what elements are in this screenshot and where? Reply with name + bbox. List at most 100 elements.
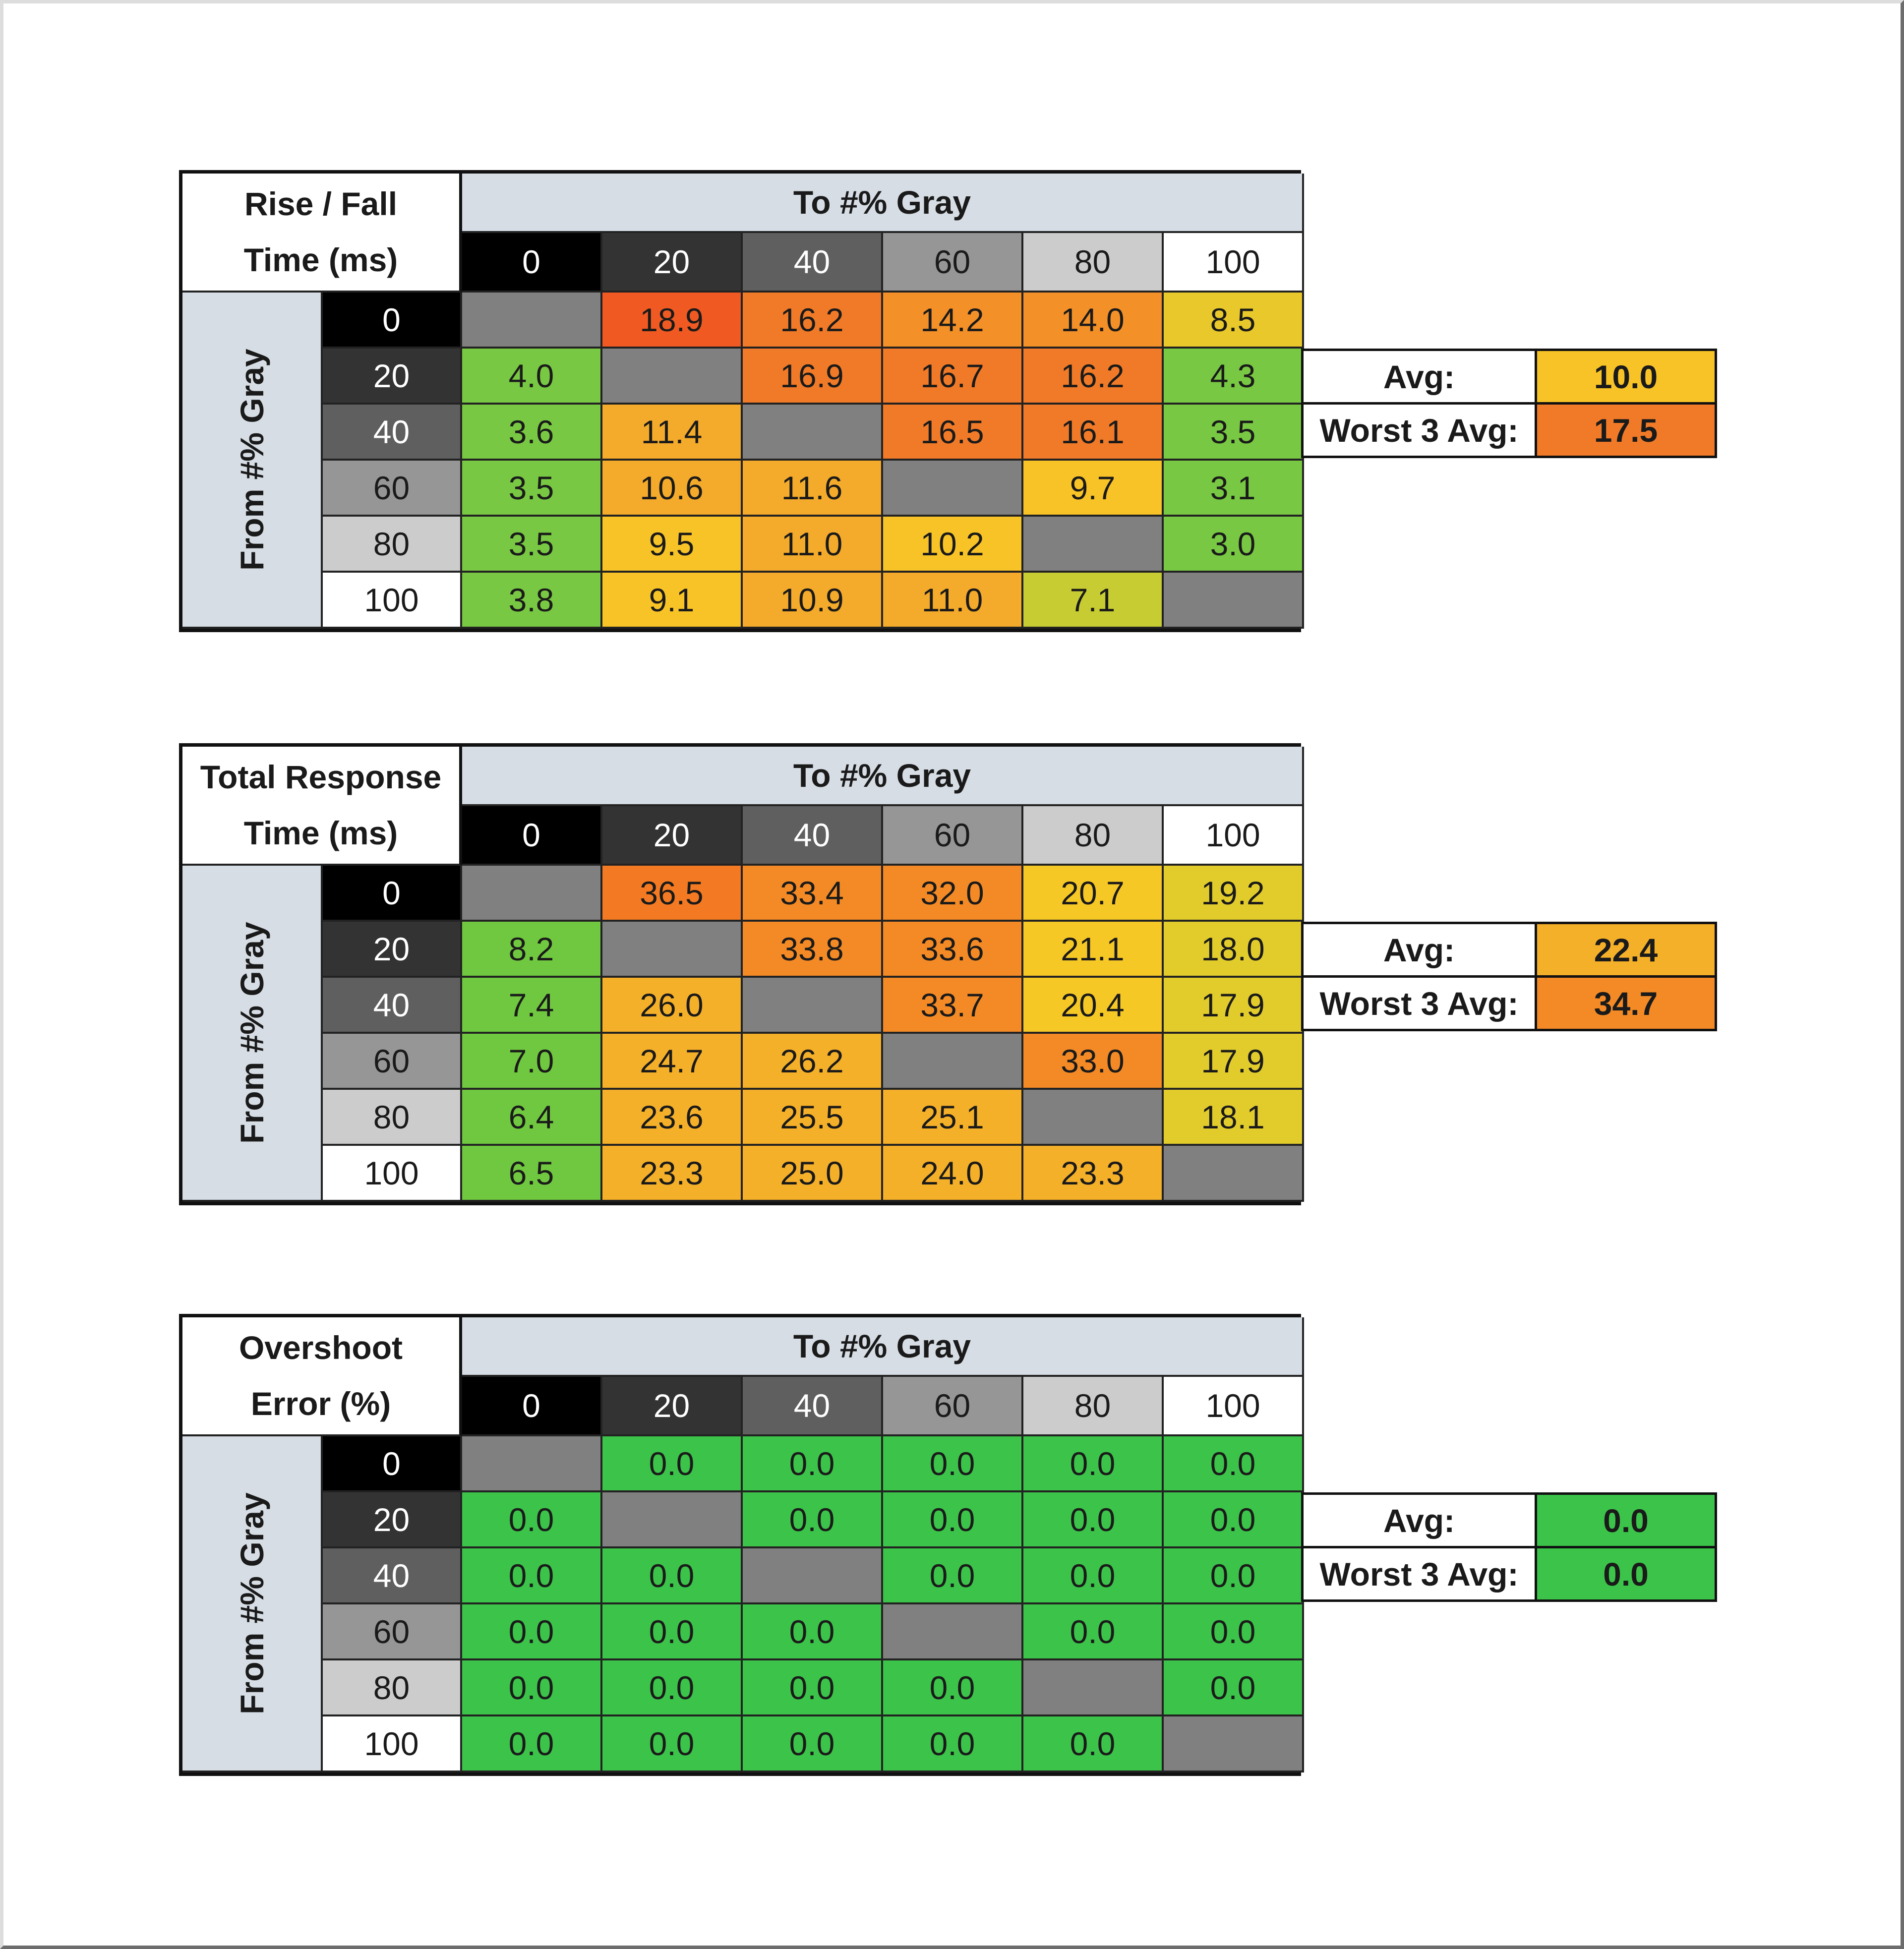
column-level-20: 20 bbox=[602, 1377, 743, 1436]
title-line-2: Error (%) bbox=[250, 1385, 391, 1422]
data-cell: 0.0 bbox=[883, 1492, 1023, 1548]
diagonal-cell bbox=[883, 1604, 1023, 1660]
avg-value: 22.4 bbox=[1535, 922, 1717, 978]
data-cell: 9.5 bbox=[602, 517, 743, 573]
data-cell: 0.0 bbox=[743, 1716, 883, 1772]
row-level-40: 40 bbox=[323, 405, 462, 461]
data-cell: 17.9 bbox=[1164, 978, 1304, 1034]
data-cell: 10.9 bbox=[743, 573, 883, 629]
column-level-0: 0 bbox=[462, 806, 602, 866]
diagonal-cell bbox=[462, 1436, 602, 1492]
data-cell: 0.0 bbox=[1164, 1492, 1304, 1548]
row-header-label: From #% Gray bbox=[233, 922, 270, 1144]
diagonal-cell bbox=[883, 461, 1023, 517]
worst3-value: 17.5 bbox=[1535, 402, 1717, 458]
avg-label: Avg: bbox=[1301, 922, 1537, 978]
data-cell: 3.0 bbox=[1164, 517, 1304, 573]
data-cell: 33.7 bbox=[883, 978, 1023, 1034]
row-level-80: 80 bbox=[323, 1090, 462, 1146]
column-level-80: 80 bbox=[1023, 233, 1164, 293]
diagonal-cell bbox=[462, 866, 602, 922]
column-level-80: 80 bbox=[1023, 806, 1164, 866]
data-cell: 3.6 bbox=[462, 405, 602, 461]
row-level-40: 40 bbox=[323, 1548, 462, 1604]
diagonal-cell bbox=[1023, 1660, 1164, 1716]
title-line-1: Rise / Fall bbox=[244, 185, 398, 222]
column-level-80: 80 bbox=[1023, 1377, 1164, 1436]
data-cell: 0.0 bbox=[883, 1436, 1023, 1492]
row-level-60: 60 bbox=[323, 461, 462, 517]
data-cell: 0.0 bbox=[1023, 1436, 1164, 1492]
data-cell: 3.5 bbox=[462, 461, 602, 517]
data-cell: 32.0 bbox=[883, 866, 1023, 922]
column-header: To #% Gray bbox=[462, 1317, 1304, 1377]
column-level-40: 40 bbox=[743, 806, 883, 866]
data-cell: 6.4 bbox=[462, 1090, 602, 1146]
column-header: To #% Gray bbox=[462, 174, 1304, 233]
diagonal-cell bbox=[1164, 573, 1304, 629]
data-cell: 11.4 bbox=[602, 405, 743, 461]
column-level-100: 100 bbox=[1164, 806, 1304, 866]
response-table: Overshoot Error (%) To #% Gray 0 20 40 60 80 100… bbox=[179, 1314, 1304, 1776]
diagonal-cell bbox=[1023, 1090, 1164, 1146]
data-cell: 20.7 bbox=[1023, 866, 1164, 922]
data-cell: 24.7 bbox=[602, 1034, 743, 1090]
worst3-label: Worst 3 Avg: bbox=[1301, 1546, 1537, 1602]
column-level-0: 0 bbox=[462, 233, 602, 293]
column-level-100: 100 bbox=[1164, 233, 1304, 293]
data-cell: 23.3 bbox=[1023, 1146, 1164, 1202]
data-cell: 4.0 bbox=[462, 349, 602, 405]
row-level-0: 0 bbox=[323, 866, 462, 922]
data-cell: 20.4 bbox=[1023, 978, 1164, 1034]
column-level-60: 60 bbox=[883, 806, 1023, 866]
data-cell: 0.0 bbox=[602, 1716, 743, 1772]
table-title: Total Response Time (ms) bbox=[182, 747, 462, 866]
row-level-100: 100 bbox=[323, 1716, 462, 1772]
data-cell: 14.2 bbox=[883, 293, 1023, 349]
worst3-label: Worst 3 Avg: bbox=[1301, 402, 1537, 458]
data-cell: 0.0 bbox=[602, 1436, 743, 1492]
data-cell: 9.1 bbox=[602, 573, 743, 629]
column-level-0: 0 bbox=[462, 1377, 602, 1436]
data-cell: 25.0 bbox=[743, 1146, 883, 1202]
data-cell: 0.0 bbox=[883, 1660, 1023, 1716]
data-cell: 9.7 bbox=[1023, 461, 1164, 517]
data-cell: 18.1 bbox=[1164, 1090, 1304, 1146]
row-header-label: From #% Gray bbox=[233, 1492, 270, 1714]
worst3-label: Worst 3 Avg: bbox=[1301, 975, 1537, 1031]
avg-label: Avg: bbox=[1301, 1492, 1537, 1548]
data-cell: 16.1 bbox=[1023, 405, 1164, 461]
worst3-value: 34.7 bbox=[1535, 975, 1717, 1031]
data-cell: 3.8 bbox=[462, 573, 602, 629]
data-cell: 18.9 bbox=[602, 293, 743, 349]
data-cell: 0.0 bbox=[462, 1716, 602, 1772]
column-level-60: 60 bbox=[883, 1377, 1023, 1436]
data-cell: 25.5 bbox=[743, 1090, 883, 1146]
row-level-20: 20 bbox=[323, 922, 462, 978]
data-cell: 33.0 bbox=[1023, 1034, 1164, 1090]
data-cell: 7.0 bbox=[462, 1034, 602, 1090]
row-level-0: 0 bbox=[323, 1436, 462, 1492]
data-cell: 16.5 bbox=[883, 405, 1023, 461]
title-line-1: Overshoot bbox=[238, 1329, 403, 1366]
column-level-20: 20 bbox=[602, 233, 743, 293]
diagonal-cell bbox=[1164, 1716, 1304, 1772]
data-cell: 0.0 bbox=[743, 1436, 883, 1492]
data-cell: 0.0 bbox=[883, 1716, 1023, 1772]
data-cell: 0.0 bbox=[1023, 1716, 1164, 1772]
data-cell: 0.0 bbox=[1164, 1436, 1304, 1492]
data-cell: 6.5 bbox=[462, 1146, 602, 1202]
data-cell: 33.8 bbox=[743, 922, 883, 978]
data-cell: 16.7 bbox=[883, 349, 1023, 405]
column-level-20: 20 bbox=[602, 806, 743, 866]
data-cell: 36.5 bbox=[602, 866, 743, 922]
row-level-60: 60 bbox=[323, 1604, 462, 1660]
data-cell: 14.0 bbox=[1023, 293, 1164, 349]
data-cell: 33.6 bbox=[883, 922, 1023, 978]
data-cell: 11.6 bbox=[743, 461, 883, 517]
data-cell: 0.0 bbox=[1023, 1492, 1164, 1548]
row-level-60: 60 bbox=[323, 1034, 462, 1090]
title-line-2: Time (ms) bbox=[243, 815, 398, 851]
data-cell: 26.2 bbox=[743, 1034, 883, 1090]
row-level-0: 0 bbox=[323, 293, 462, 349]
